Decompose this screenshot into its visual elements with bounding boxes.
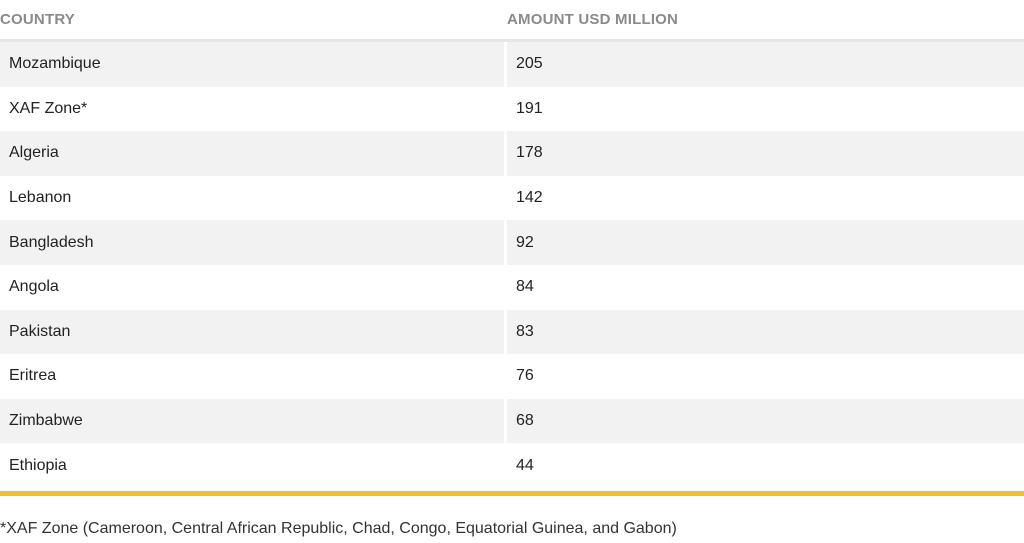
table-row: Zimbabwe 68 [0,398,1024,444]
cell-amount: 191 [516,99,543,117]
cell-amount: 68 [507,398,1024,444]
table-row: Mozambique 205 [0,42,1024,87]
header-amount: AMOUNT USD MILLION [507,11,679,28]
cell-country: Zimbabwe [0,398,504,444]
table-row: Ethiopia 44 [0,443,1024,488]
cell-amount: 83 [507,309,1024,355]
footnote: *XAF Zone (Cameroon, Central African Rep… [0,520,677,537]
cell-amount: 178 [507,131,1024,176]
header-country: COUNTRY [0,11,76,28]
cell-amount: 142 [516,189,543,207]
table-row: Angola 84 [0,265,1024,310]
cell-amount: 84 [516,278,534,296]
table-row: Bangladesh 92 [0,220,1024,265]
table-row: Pakistan 83 [0,309,1024,355]
cell-amount: 205 [507,42,1024,87]
cell-country: Mozambique [0,42,504,87]
cell-country: Algeria [0,131,504,176]
table-row: Lebanon 142 [0,176,1024,221]
cell-country: Ethiopia [9,456,67,474]
cell-country: Pakistan [0,309,504,355]
cell-country: Angola [9,278,59,296]
cell-amount: 44 [516,456,534,474]
cell-country: XAF Zone* [9,99,88,117]
cell-country: Lebanon [9,189,72,207]
cell-country: Eritrea [9,367,57,385]
amount-table: COUNTRY AMOUNT USD MILLION Mozambique 20… [0,0,1024,488]
accent-rule [0,491,1024,496]
table-header-row: COUNTRY AMOUNT USD MILLION [0,0,1024,42]
cell-country: Bangladesh [0,220,504,265]
cell-amount: 92 [507,220,1024,265]
table-row: XAF Zone* 191 [0,87,1024,132]
table-row: Algeria 178 [0,131,1024,176]
table-row: Eritrea 76 [0,354,1024,399]
cell-amount: 76 [516,367,534,385]
